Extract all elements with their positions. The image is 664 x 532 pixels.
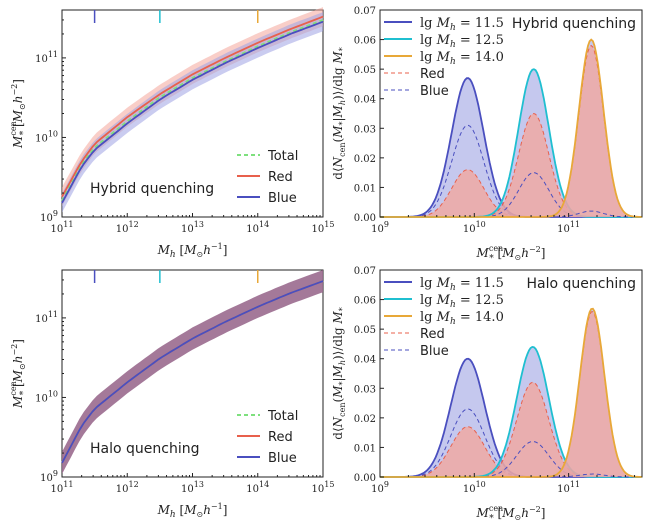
x-tick-label: 1014: [246, 480, 269, 495]
x-tick-label: 1011: [557, 480, 580, 495]
y-tick-label: 0.05: [354, 325, 376, 336]
svg-text:Mcen* [M⊙h−2]: Mcen* [M⊙h−2]: [9, 339, 29, 409]
x-tick-label: 1014: [246, 220, 269, 235]
svg-text:Mcen* [M⊙h−2]: Mcen* [M⊙h−2]: [9, 79, 29, 149]
legend-label-halo-0: lg Mh = 11.5: [420, 16, 504, 33]
series-line-blue: [61, 20, 324, 204]
legend-label-red: Red: [420, 327, 445, 342]
legend-label-blue: Blue: [420, 344, 449, 359]
x-axis-label: Mh [M⊙h−1]: [157, 242, 228, 260]
y-tick-label: 0.01: [354, 443, 376, 454]
red-fill-2: [380, 311, 642, 477]
svg-text:d⟨Ncen(M*|Mh)⟩/dlg M*: d⟨Ncen(M*|Mh)⟩/dlg M*: [331, 307, 347, 439]
legend-label-halo-0: lg Mh = 11.5: [420, 276, 504, 293]
annotation-dist_halo: Halo quenching: [527, 276, 636, 292]
annotation-smhm_hybrid: Hybrid quenching: [90, 181, 214, 197]
x-tick-label: 1013: [181, 220, 204, 235]
x-tick-label: 1010: [463, 220, 486, 235]
legend-label-red: Red: [268, 170, 293, 185]
annotation-smhm_halo: Halo quenching: [90, 441, 199, 457]
legend-label-red: Red: [268, 430, 293, 445]
series-line-total: [61, 19, 324, 202]
y-tick-label: 1010: [35, 389, 58, 404]
y-axis-label: d⟨Ncen(M*|Mh)⟩/dlg M*: [331, 47, 347, 179]
y-tick-label: 1010: [35, 129, 58, 144]
red-fill-0: [380, 426, 642, 477]
x-tick-label: 1011: [51, 480, 74, 495]
x-tick-label: 109: [371, 220, 389, 235]
legend-label-halo-2: lg Mh = 14.0: [420, 310, 504, 327]
y-tick-label: 0.06: [354, 296, 376, 307]
series-line-blue: [61, 280, 324, 464]
x-axis-label: Mcen * [M⊙h−2]: [476, 244, 546, 264]
x-tick-label: 1015: [312, 220, 335, 235]
y-tick-label: 0.02: [354, 414, 376, 425]
y-tick-label: 0.05: [354, 65, 376, 76]
y-tick-label: 0.07: [354, 266, 376, 277]
y-tick-label: 1011: [35, 310, 58, 325]
y-tick-label: 0.03: [354, 124, 376, 135]
red-fill-2: [380, 45, 642, 217]
y-tick-label: 0.04: [354, 95, 376, 106]
y-axis-label: Mcen* [M⊙h−2]: [9, 339, 29, 409]
y-tick-label: 0.06: [354, 36, 376, 47]
red-fill-0: [380, 169, 642, 217]
legend-label-total: Total: [267, 149, 298, 164]
total-line-2: [380, 38, 643, 218]
y-tick-label: 0.01: [354, 183, 376, 194]
y-tick-label: 0.02: [354, 154, 376, 165]
legend-label-halo-1: lg Mh = 12.5: [420, 293, 504, 310]
legend-label-red: Red: [420, 67, 445, 82]
x-tick-label: 1015: [312, 480, 335, 495]
y-tick-label: 109: [40, 209, 58, 224]
x-tick-label: 1011: [51, 220, 74, 235]
x-tick-label: 109: [371, 480, 389, 495]
y-tick-label: 0.04: [354, 355, 376, 366]
x-tick-label: 1010: [463, 480, 486, 495]
x-tick-label: 1011: [557, 220, 580, 235]
x-axis-label: Mh [M⊙h−1]: [157, 502, 228, 520]
total-line-2: [380, 307, 643, 478]
legend-label-halo-1: lg Mh = 12.5: [420, 33, 504, 50]
red-fill-1: [380, 113, 642, 217]
y-tick-label: 0.00: [354, 473, 376, 484]
series-line-red: [61, 15, 324, 198]
y-tick-label: 0.00: [354, 213, 376, 224]
legend-label-halo-2: lg Mh = 14.0: [420, 50, 504, 67]
legend-label-blue: Blue: [420, 84, 449, 99]
legend-label-blue: Blue: [268, 451, 297, 466]
red-fill-1: [380, 382, 642, 477]
legend-label-blue: Blue: [268, 191, 297, 206]
y-axis-label: Mcen* [M⊙h−2]: [9, 79, 29, 149]
y-tick-label: 1011: [35, 50, 58, 65]
x-tick-label: 1012: [116, 220, 139, 235]
y-tick-label: 0.07: [354, 6, 376, 17]
legend-label-total: Total: [267, 409, 298, 424]
annotation-dist_hybrid: Hybrid quenching: [512, 16, 636, 32]
svg-text:d⟨Ncen(M*|Mh)⟩/dlg M*: d⟨Ncen(M*|Mh)⟩/dlg M*: [331, 47, 347, 179]
y-tick-label: 0.03: [354, 384, 376, 395]
y-axis-label: d⟨Ncen(M*|Mh)⟩/dlg M*: [331, 307, 347, 439]
x-tick-label: 1012: [116, 480, 139, 495]
y-tick-label: 109: [40, 469, 58, 484]
x-tick-label: 1013: [181, 480, 204, 495]
x-axis-label: Mcen * [M⊙h−2]: [476, 504, 546, 524]
